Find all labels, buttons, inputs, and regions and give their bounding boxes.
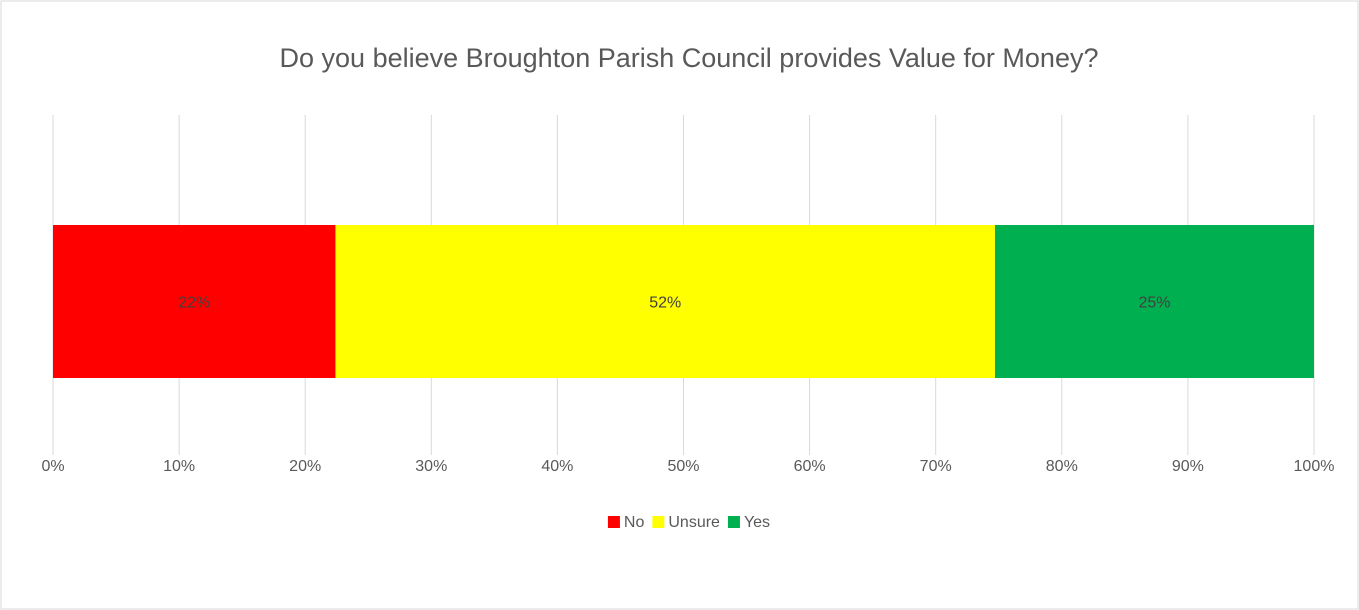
x-tick-label: 30% (415, 458, 447, 475)
chart-title: Do you believe Broughton Parish Council … (280, 43, 1099, 73)
legend-swatch (652, 516, 665, 528)
x-tick-label: 40% (541, 458, 573, 475)
data-label: 52% (649, 295, 681, 312)
legend-label: No (624, 514, 645, 531)
x-tick-label: 50% (667, 458, 699, 475)
bar-segment (335, 225, 995, 378)
bar-segment (994, 225, 1314, 378)
x-tick-label: 80% (1046, 458, 1078, 475)
data-label: 22% (178, 295, 210, 312)
x-tick-label: 70% (920, 458, 952, 475)
legend-swatch (607, 516, 620, 528)
data-label: 25% (1138, 295, 1170, 312)
legend-label: Yes (744, 514, 770, 531)
legend-swatch (727, 516, 740, 528)
x-tick-label: 10% (163, 458, 195, 475)
x-tick-label: 0% (41, 458, 64, 475)
legend-label: Unsure (668, 514, 720, 531)
x-tick-label: 100% (1294, 458, 1335, 475)
x-tick-label: 20% (289, 458, 321, 475)
x-tick-label: 90% (1172, 458, 1204, 475)
x-tick-label: 60% (794, 458, 826, 475)
bar-segment (53, 225, 336, 378)
